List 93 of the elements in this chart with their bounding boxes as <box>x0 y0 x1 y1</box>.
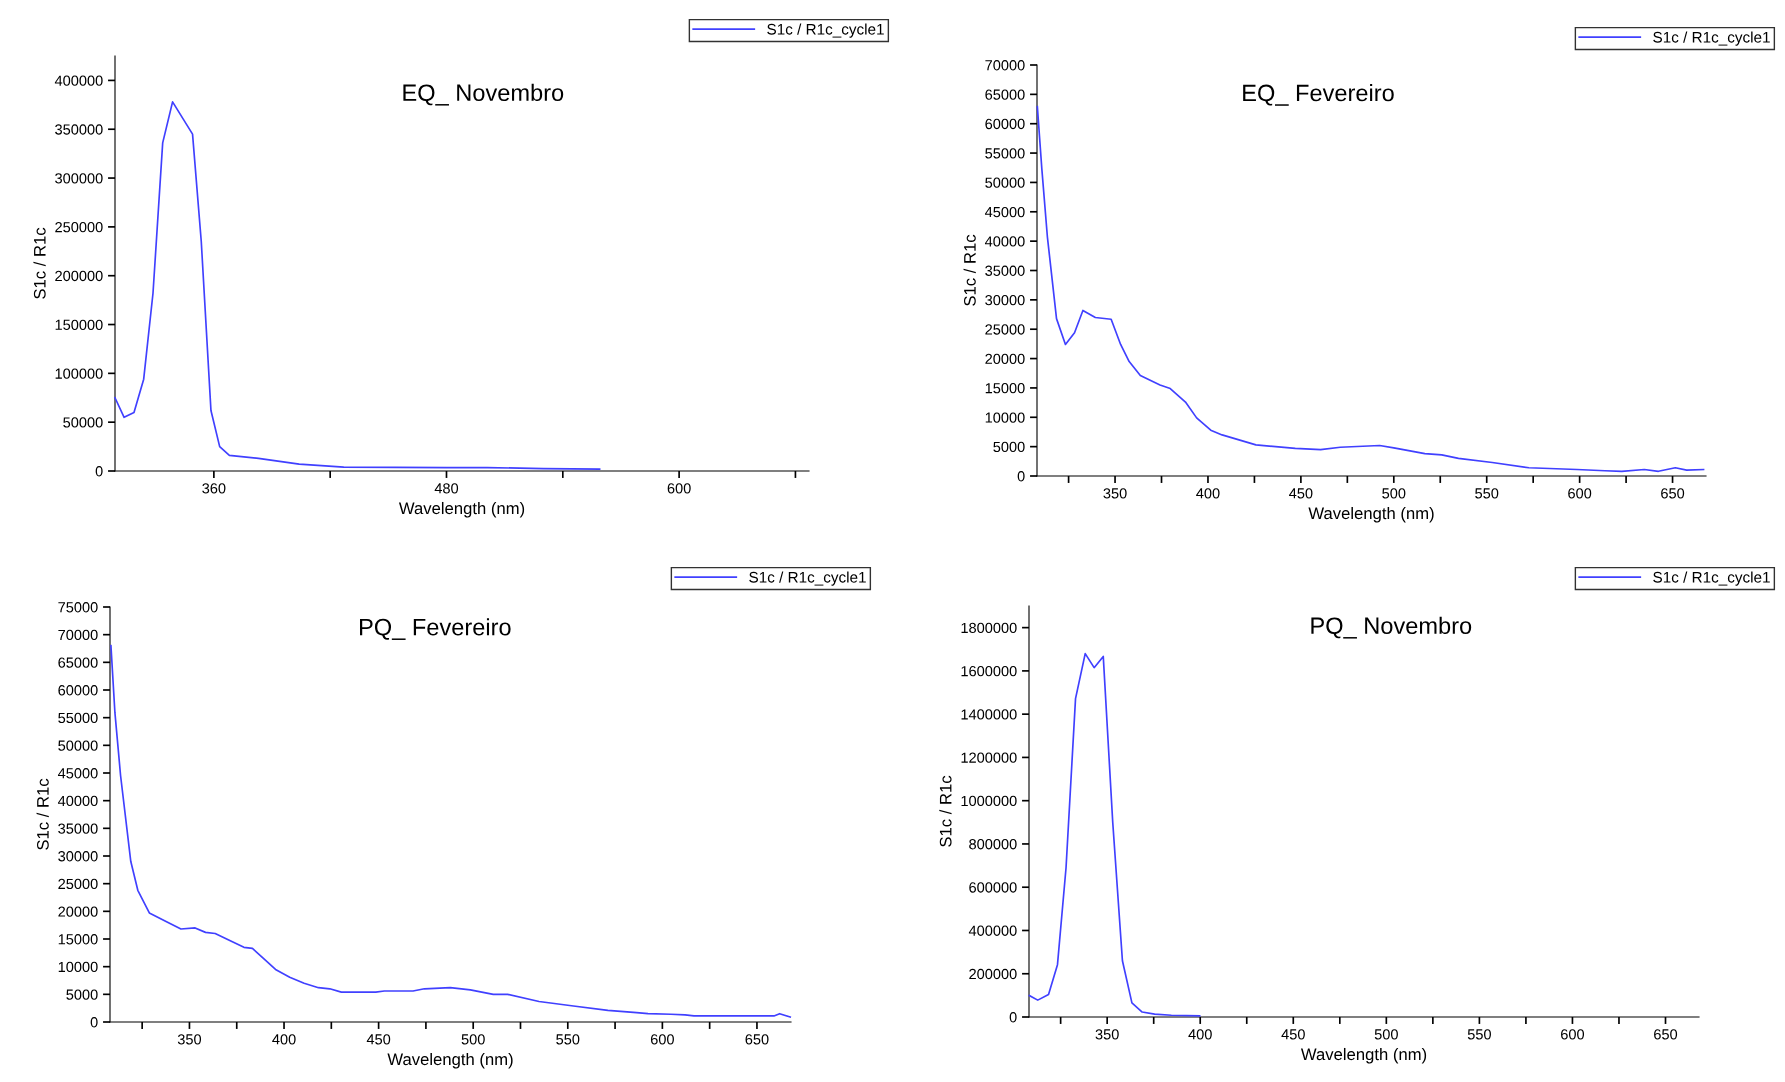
y-tick-label: 20000 <box>58 906 98 917</box>
y-tick-label: 15000 <box>58 934 98 945</box>
x-tick-label: 600 <box>650 1034 674 1045</box>
x-tick-label: 350 <box>177 1034 202 1045</box>
x-axis-title: Wavelength (nm) <box>398 501 525 518</box>
legend-label: S1c / R1c_cycle1 <box>767 23 884 38</box>
y-tick-label: 1800000 <box>961 622 1017 634</box>
y-tick-label: 65000 <box>58 657 98 668</box>
chart-title: PQ_ Novembro <box>1311 616 1472 639</box>
y-tick-label: 35000 <box>985 265 1025 276</box>
y-tick-label: 1600000 <box>961 666 1017 677</box>
y-tick-label: 200000 <box>969 968 1017 980</box>
y-tick-label: 55000 <box>985 148 1025 159</box>
y-tick-label: 15000 <box>985 383 1025 394</box>
x-tick-label: 550 <box>1475 488 1499 499</box>
chart-title: PQ_ Fevereiro <box>360 618 511 640</box>
y-tick-label: 30000 <box>985 294 1025 306</box>
y-tick-label: 1400000 <box>961 709 1017 720</box>
y-tick-label: 5000 <box>66 989 98 1000</box>
y-tick-label: 70000 <box>985 60 1025 71</box>
y-tick-label: 50000 <box>985 177 1025 188</box>
x-tick-label: 500 <box>1374 1029 1398 1040</box>
x-tick-label: 400 <box>272 1034 296 1045</box>
x-tick-label: 600 <box>1568 488 1592 499</box>
x-tick-label: 550 <box>1467 1029 1491 1040</box>
x-axis-title: Wavelength (nm) <box>387 1052 513 1069</box>
x-tick-label: 500 <box>1382 488 1406 499</box>
x-tick-label: 650 <box>1661 488 1685 499</box>
line-series <box>1036 105 1705 473</box>
x-axis-title: Wavelength (nm) <box>1300 1047 1427 1064</box>
y-tick-label: 25000 <box>58 878 98 890</box>
text: EQ_ Fevereiro <box>1243 83 1394 106</box>
y-tick-label: 0 <box>95 466 103 477</box>
y-tick-label: 45000 <box>984 206 1025 218</box>
x-tick-label: 350 <box>1095 1029 1119 1040</box>
y-tick-label: 40000 <box>984 236 1025 247</box>
y-tick-label: 70000 <box>58 629 98 641</box>
x-tick-label: 400 <box>1196 488 1220 499</box>
y-tick-label: 50000 <box>58 740 98 751</box>
y-tick-label: 300000 <box>55 173 103 184</box>
y-tick-label: 75000 <box>58 602 98 613</box>
x-tick-label: 600 <box>1561 1029 1585 1040</box>
y-tick-label: 150000 <box>55 319 103 330</box>
x-tick-label: 500 <box>461 1034 485 1045</box>
x-tick-label: 650 <box>1654 1029 1678 1040</box>
y-tick-label: 400000 <box>968 925 1017 936</box>
y-tick-label: 350000 <box>55 124 103 135</box>
legend-label: S1c / R1c_cycle1 <box>1653 31 1770 46</box>
y-axis-title: S1c / R1c <box>939 775 952 847</box>
y-tick-label: 65000 <box>985 89 1025 100</box>
legend-label: S1c / R1c_cycle1 <box>749 571 866 586</box>
y-axis-title: S1c / R1c <box>33 227 46 299</box>
y-tick-label: 30000 <box>58 851 98 862</box>
x-tick-label: 600 <box>667 483 691 494</box>
y-tick-label: 200000 <box>55 270 103 282</box>
x-tick-label: 450 <box>1289 488 1313 499</box>
y-tick-label: 100000 <box>55 368 103 379</box>
y-tick-label: 45000 <box>57 768 98 779</box>
y-tick-label: 1000000 <box>961 795 1017 807</box>
y-tick-label: 50000 <box>63 417 103 428</box>
y-axis-title: S1c / R1c <box>963 234 976 306</box>
x-tick-label: 400 <box>1188 1029 1212 1040</box>
x-axis-title: Wavelength (nm) <box>1308 506 1434 523</box>
y-tick-label: 250000 <box>55 221 103 233</box>
y-tick-label: 0 <box>90 1017 98 1028</box>
y-tick-label: 400000 <box>54 75 103 86</box>
x-tick-label: 350 <box>1103 488 1127 499</box>
line-series <box>110 644 792 1018</box>
y-tick-label: 40000 <box>57 795 98 807</box>
legend-label: S1c / R1c_cycle1 <box>1653 571 1770 586</box>
y-tick-label: 55000 <box>58 712 98 724</box>
y-tick-label: 10000 <box>985 412 1025 423</box>
y-tick-label: 10000 <box>58 961 98 973</box>
x-tick-label: 650 <box>745 1034 769 1045</box>
text: EQ_ Novembro <box>403 83 564 106</box>
y-tick-label: 20000 <box>985 353 1025 364</box>
x-tick-label: 450 <box>366 1034 391 1045</box>
y-axis-title: S1c / R1c <box>36 778 49 850</box>
y-tick-label: 600000 <box>969 882 1017 893</box>
y-tick-label: 60000 <box>985 118 1025 130</box>
y-tick-label: 35000 <box>58 823 98 834</box>
y-tick-label: 60000 <box>58 685 98 696</box>
x-tick-label: 450 <box>1281 1029 1305 1040</box>
y-tick-label: 25000 <box>985 324 1025 335</box>
line-series <box>1028 652 1201 1017</box>
x-tick-label: 480 <box>434 483 459 494</box>
x-tick-label: 550 <box>556 1034 580 1045</box>
y-tick-label: 5000 <box>993 441 1025 453</box>
x-tick-label: 360 <box>202 483 226 494</box>
y-tick-label: 0 <box>1017 471 1025 482</box>
y-tick-label: 0 <box>1009 1012 1017 1023</box>
y-tick-label: 1200000 <box>961 752 1017 763</box>
y-tick-label: 800000 <box>969 839 1017 850</box>
